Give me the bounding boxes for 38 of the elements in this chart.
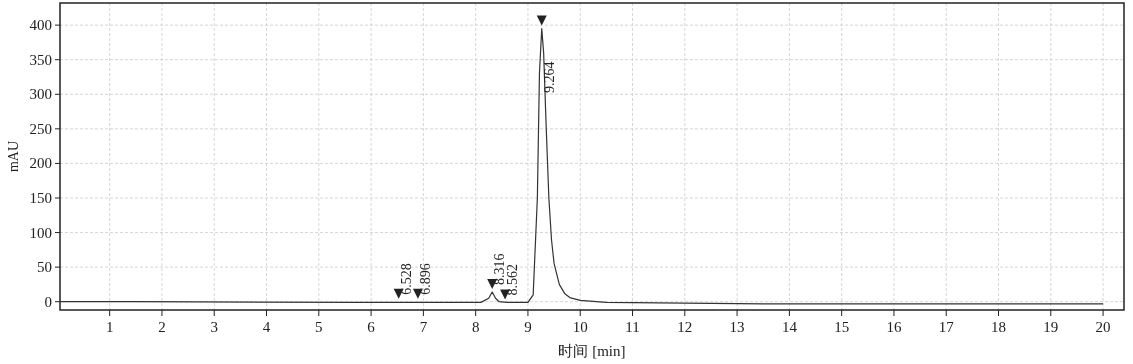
x-tick-label: 15 (834, 319, 850, 335)
x-tick-label: 8 (471, 319, 480, 335)
y-axis-title: mAU (6, 140, 21, 173)
x-tick-label: 7 (419, 319, 428, 335)
y-tick-label: 100 (29, 224, 52, 241)
y-tick-label: 200 (29, 155, 52, 172)
annotation: 6.528 (398, 263, 414, 295)
x-tick-label: 1 (105, 319, 114, 335)
y-tick-label: 50 (37, 259, 52, 276)
annotation: 9.264 (536, 15, 557, 94)
x-tick-label: 5 (315, 319, 323, 335)
annotation: 6.896 (417, 263, 433, 295)
x-tick-label: 4 (262, 319, 271, 335)
x-tick-label: 6 (367, 319, 376, 335)
x-tick-label: 20 (1095, 319, 1111, 335)
y-tick-label: 300 (29, 86, 52, 103)
x-tick-label: 12 (677, 319, 693, 335)
x-tick-label: 3 (210, 319, 218, 335)
x-tick-label: 18 (991, 319, 1007, 335)
annotation: 9.264 (541, 61, 557, 94)
y-tick-label: 400 (29, 17, 52, 34)
y-tick-label: 0 (44, 293, 52, 310)
annotation: 6.896 (412, 263, 433, 299)
x-tick-label: 19 (1043, 319, 1059, 335)
x-tick-label: 14 (781, 319, 798, 335)
x-axis-title: 时间 [min] (558, 343, 626, 359)
y-tick-label: 250 (29, 120, 52, 137)
x-tick-label: 16 (886, 319, 902, 335)
x-tick-label: 11 (625, 319, 640, 335)
x-tick-label: 10 (572, 319, 588, 335)
annotation: 8.562 (505, 263, 521, 296)
x-tick-label: 13 (729, 319, 745, 335)
annotation: 6.528 (393, 263, 414, 299)
x-tick-label: 17 (938, 319, 955, 335)
x-tick-label: 9 (524, 319, 532, 335)
y-tick-label: 150 (29, 189, 52, 206)
x-tick-label: 2 (158, 319, 166, 335)
y-tick-label: 350 (29, 51, 52, 68)
